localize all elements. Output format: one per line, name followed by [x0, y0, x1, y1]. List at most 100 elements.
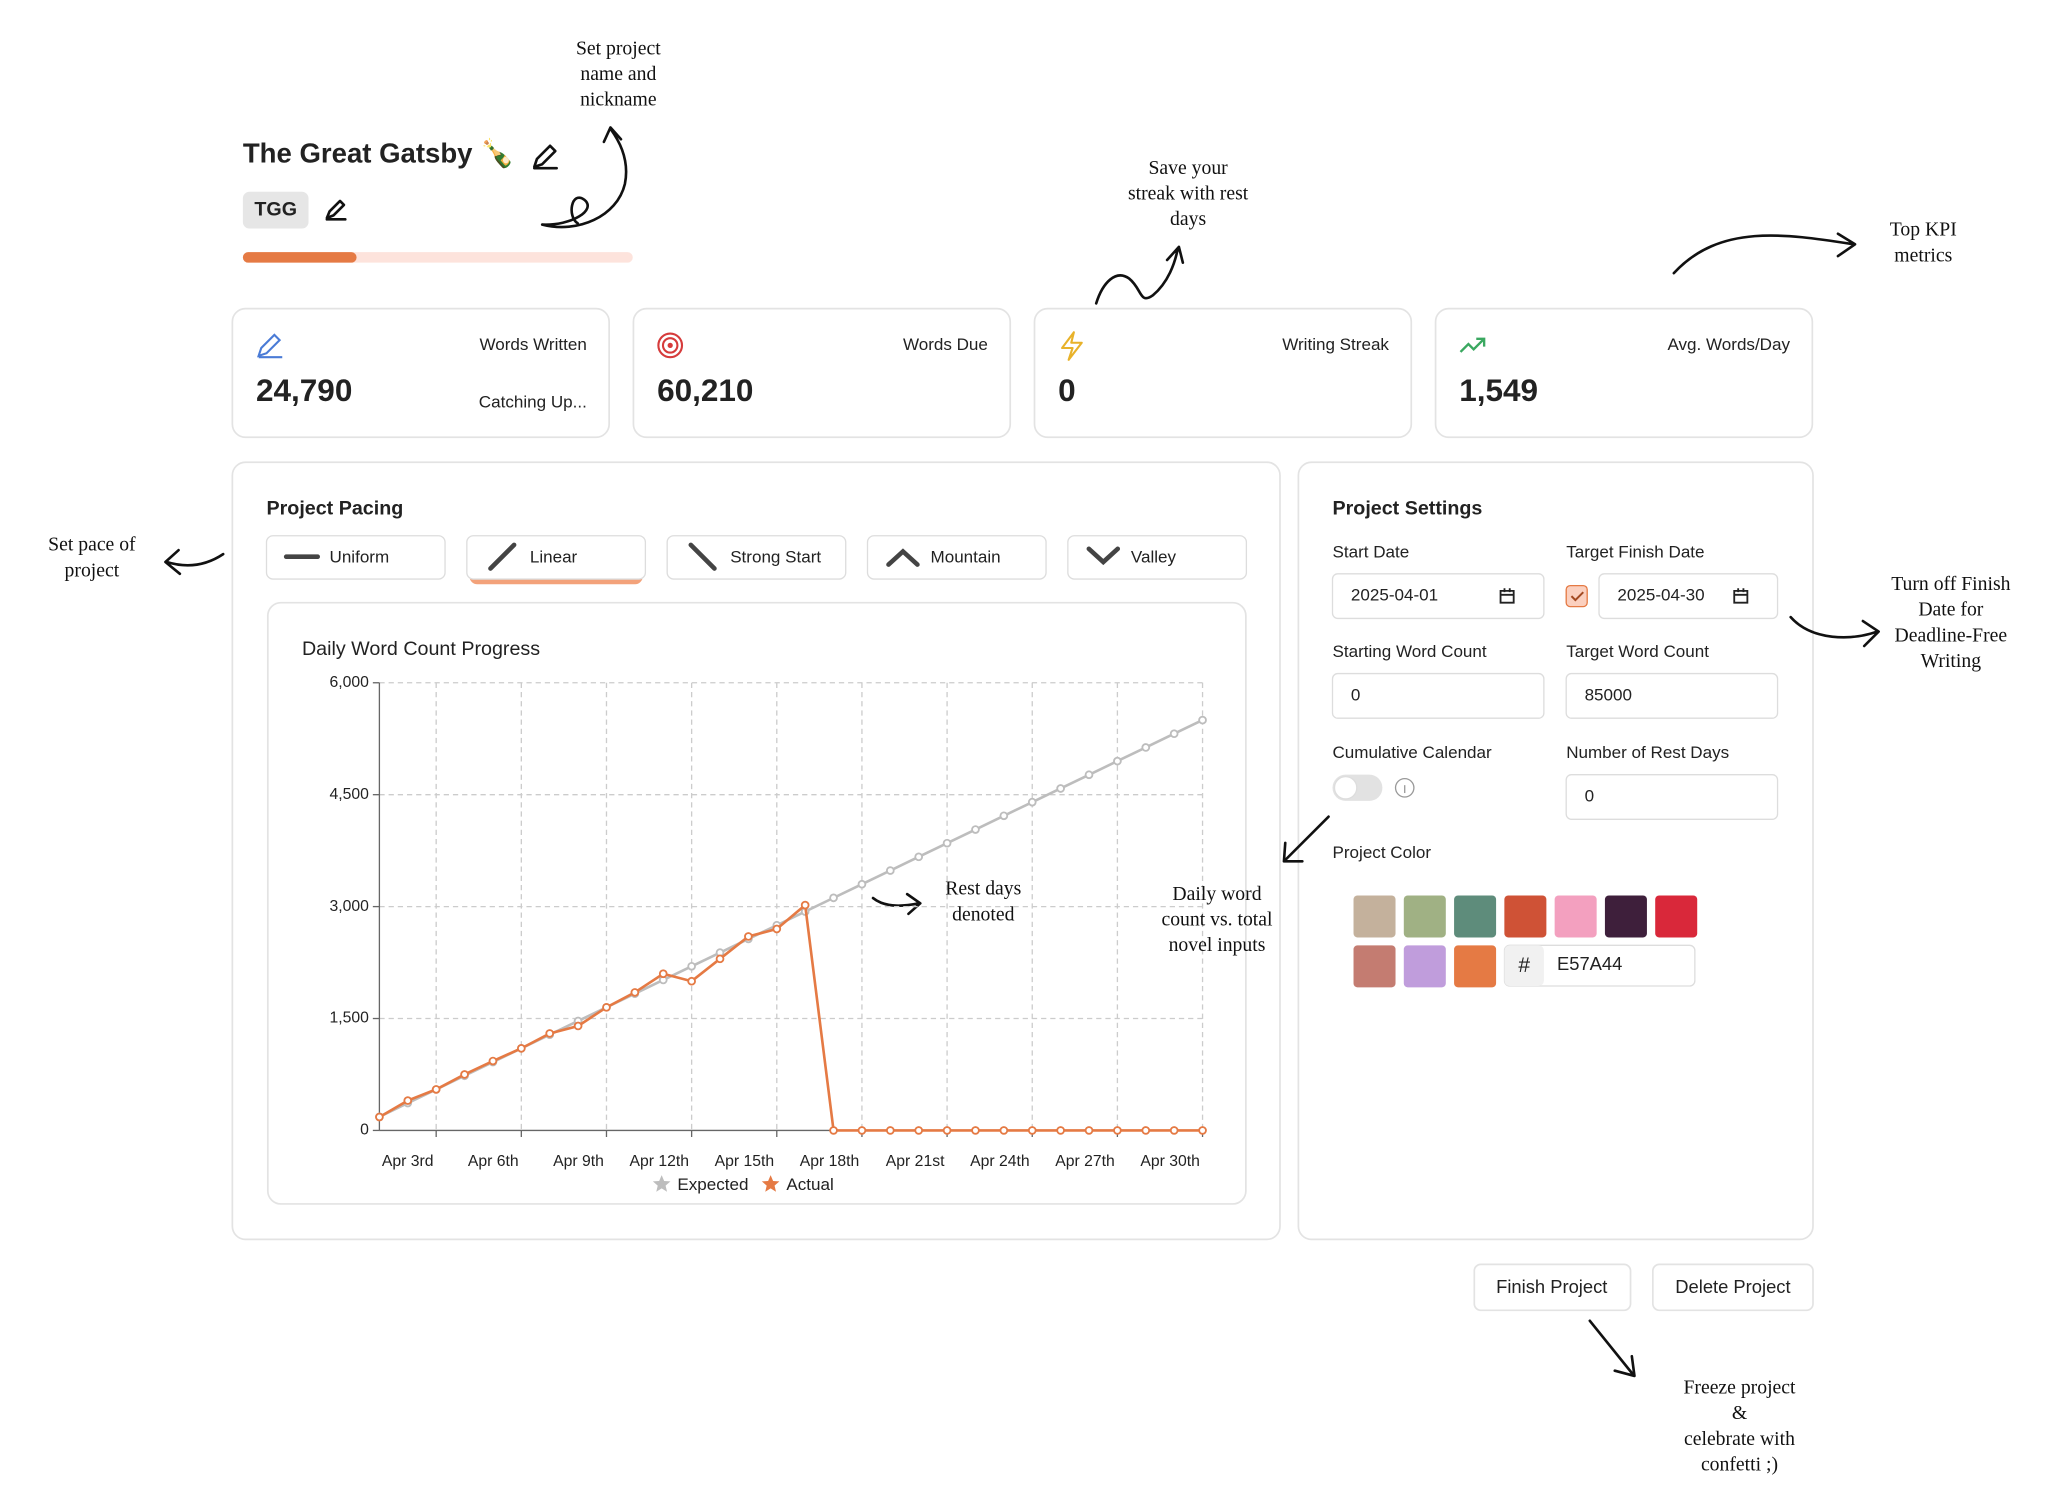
field-label: Number of Rest Days	[1566, 743, 1729, 762]
field-input[interactable]	[1598, 573, 1779, 620]
data-point	[857, 879, 867, 889]
nickname-badge[interactable]	[242, 191, 309, 229]
field-input[interactable]	[1331, 672, 1545, 719]
annotation: novel inputs	[1169, 934, 1266, 956]
field-value[interactable]: 85000	[1585, 685, 1632, 704]
finish-button-label[interactable]: Finish Project	[1496, 1276, 1607, 1297]
field-value[interactable]: 0	[1351, 685, 1360, 704]
data-point	[885, 1126, 895, 1135]
data-point	[885, 866, 895, 875]
color-swatch[interactable]	[1604, 895, 1647, 938]
pacing-icon	[1086, 546, 1121, 566]
field-value[interactable]: 2025-04-01	[1351, 586, 1438, 605]
pacing-label[interactable]: Valley	[1131, 548, 1177, 567]
chart-card	[266, 601, 1247, 1205]
hex-prefix: #	[1518, 954, 1530, 977]
calendar-icon	[1733, 588, 1749, 604]
kpi-card	[231, 307, 611, 439]
pacing-option[interactable]	[1067, 535, 1248, 580]
calendar-icon	[1499, 588, 1515, 604]
x-tick-label: Apr 18th	[800, 1153, 860, 1170]
data-point	[1056, 784, 1065, 793]
data-point	[971, 825, 980, 834]
kpi-label: Words Due	[903, 335, 988, 354]
kpi-icon	[1459, 337, 1486, 353]
x-tick-label: Apr 27th	[1055, 1153, 1115, 1170]
annotation: project	[65, 559, 120, 581]
pacing-label[interactable]: Mountain	[931, 548, 1001, 567]
pacing-icon	[688, 542, 717, 571]
kpi-value: 60,210	[657, 372, 753, 408]
annotation-arrows	[164, 126, 1880, 1378]
color-swatch[interactable]	[1403, 945, 1446, 988]
data-point	[942, 838, 952, 848]
color-swatch[interactable]	[1504, 895, 1547, 938]
annotation: Daily word	[1172, 883, 1261, 905]
kpi-card	[632, 307, 1012, 439]
color-swatch[interactable]	[1454, 895, 1497, 938]
field-input[interactable]	[1565, 774, 1779, 820]
field-input[interactable]	[1565, 672, 1779, 719]
project-title[interactable]: The Great Gatsby 🍾	[243, 137, 515, 169]
data-point	[1113, 756, 1122, 766]
data-point	[602, 1002, 611, 1012]
data-point	[1084, 1126, 1094, 1135]
color-swatch[interactable]	[1353, 945, 1396, 988]
checkmark	[1570, 591, 1584, 602]
toggle-knob	[1333, 775, 1358, 800]
field-label: Target Word Count	[1566, 642, 1709, 661]
progress-fill	[242, 252, 357, 263]
annotation: &	[1732, 1402, 1747, 1424]
hex-value[interactable]: E57A44	[1557, 953, 1622, 974]
field-value[interactable]: 0	[1585, 786, 1594, 805]
data-point	[1169, 1126, 1179, 1135]
color-label: Project Color	[1333, 843, 1432, 862]
color-swatch[interactable]	[1353, 895, 1396, 938]
data-point	[545, 1029, 555, 1038]
nickname[interactable]: TGG	[254, 198, 297, 220]
kpi-icon	[657, 332, 684, 359]
legend-label: Actual	[786, 1175, 833, 1194]
data-point	[687, 976, 696, 986]
delete-button[interactable]	[1651, 1263, 1814, 1312]
kpi-label: Avg. Words/Day	[1667, 335, 1790, 354]
data-point	[658, 969, 668, 979]
pacing-option[interactable]	[866, 535, 1047, 580]
data-point	[1027, 797, 1037, 807]
pacing-label[interactable]: Uniform	[330, 548, 390, 567]
pacing-label[interactable]: Strong Start	[730, 548, 821, 567]
data-point	[1198, 715, 1207, 725]
legend-marker	[761, 1175, 780, 1192]
annotation: metrics	[1894, 244, 1952, 266]
field-input[interactable]	[1331, 573, 1545, 620]
color-swatch[interactable]	[1454, 945, 1497, 988]
field-label: Start Date	[1333, 542, 1410, 561]
data-point	[999, 1126, 1009, 1135]
color-swatch[interactable]	[1554, 895, 1597, 938]
data-point	[431, 1085, 441, 1094]
annotation: Turn off Finish	[1891, 573, 2010, 595]
chart-title: Daily Word Count Progress	[302, 638, 540, 660]
pacing-label[interactable]: Linear	[530, 548, 578, 567]
annotation: streak with rest	[1128, 183, 1249, 205]
kpi-label: Words Written	[479, 335, 586, 354]
kpi-icon	[256, 333, 283, 359]
field-label: Cumulative Calendar	[1333, 743, 1493, 762]
finish-button[interactable]	[1473, 1263, 1632, 1312]
data-point	[772, 924, 782, 934]
color-swatch[interactable]	[1403, 895, 1446, 938]
color-swatch[interactable]	[1655, 895, 1698, 938]
kpi-value: 0	[1058, 372, 1076, 408]
data-point	[1141, 743, 1151, 752]
field-value[interactable]: 2025-04-30	[1617, 586, 1704, 605]
data-point	[460, 1070, 469, 1079]
pacing-option[interactable]	[265, 535, 446, 580]
delete-button-label[interactable]: Delete Project	[1675, 1276, 1790, 1297]
hex-prefix-box	[1504, 945, 1544, 987]
data-point	[800, 900, 810, 910]
x-tick-label: Apr 6th	[468, 1153, 519, 1170]
annotation: celebrate with	[1684, 1428, 1795, 1450]
edit-nickname-icon[interactable]	[325, 199, 347, 221]
checkbox[interactable]	[1565, 584, 1588, 608]
edit-title-icon[interactable]	[533, 144, 558, 170]
